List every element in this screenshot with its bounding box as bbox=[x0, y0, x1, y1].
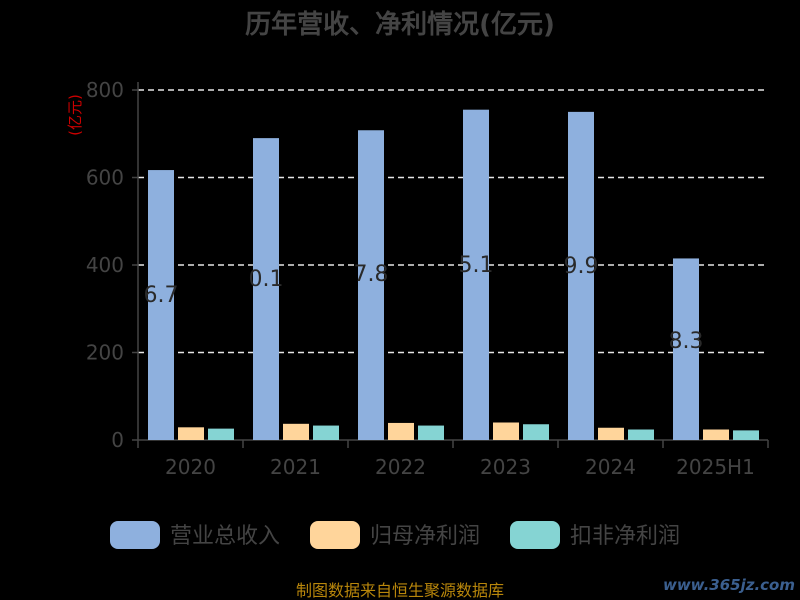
chart-title: 历年营收、净利情况(亿元) bbox=[245, 9, 555, 40]
bar-营业总收入-2022 bbox=[358, 130, 384, 440]
data-label: 5.1 bbox=[459, 253, 494, 278]
watermark: www.365jz.com bbox=[663, 576, 795, 594]
bar-归母净利润-2024 bbox=[598, 427, 624, 440]
legend-label: 营业总收入 bbox=[170, 524, 280, 549]
legend-label: 扣非净利润 bbox=[570, 524, 680, 549]
x-tick-label: 2025H1 bbox=[676, 455, 755, 479]
x-tick-label: 2023 bbox=[480, 455, 531, 479]
y-tick-label: 200 bbox=[86, 341, 124, 365]
bar-扣非净利润-2020 bbox=[208, 428, 234, 440]
data-label: 7.8 bbox=[354, 262, 389, 287]
grid-lines bbox=[132, 89, 768, 441]
axes bbox=[137, 82, 769, 448]
bar-归母净利润-2025H1 bbox=[703, 429, 729, 440]
y-tick-label: 600 bbox=[86, 166, 124, 190]
legend-swatch bbox=[110, 521, 160, 549]
bar-归母净利润-2022 bbox=[388, 422, 414, 440]
y-tick-label: 400 bbox=[86, 253, 124, 277]
bar-营业总收入-2024 bbox=[568, 111, 594, 440]
x-tick-label: 2020 bbox=[165, 455, 216, 479]
x-tick-label: 2022 bbox=[375, 455, 426, 479]
x-tick-label: 2021 bbox=[270, 455, 321, 479]
footer-source: 制图数据来自恒生聚源数据库 bbox=[296, 581, 504, 600]
data-labels: 6.7 0.1 7.8 5.1 9.9 8.3 bbox=[144, 253, 704, 354]
bar-营业总收入-2021 bbox=[253, 138, 279, 440]
legend-label: 归母净利润 bbox=[370, 524, 480, 549]
x-tick-label: 2024 bbox=[585, 455, 636, 479]
bar-营业总收入-2020 bbox=[148, 170, 174, 440]
bar-扣非净利润-2021 bbox=[313, 425, 339, 440]
bar-归母净利润-2023 bbox=[493, 422, 519, 440]
x-tick-labels: 2020 2021 2022 2023 2024 2025H1 bbox=[165, 455, 755, 479]
data-label: 8.3 bbox=[669, 329, 704, 354]
legend-swatch bbox=[310, 521, 360, 549]
bar-归母净利润-2020 bbox=[178, 427, 204, 440]
bar-扣非净利润-2023 bbox=[523, 424, 549, 440]
bar-扣非净利润-2024 bbox=[628, 429, 654, 440]
y-tick-label: 800 bbox=[86, 78, 124, 102]
bar-营业总收入-2025H1 bbox=[673, 258, 699, 440]
bar-归母净利润-2021 bbox=[283, 423, 309, 440]
bar-扣非净利润-2022 bbox=[418, 425, 444, 440]
data-label: 0.1 bbox=[249, 267, 284, 292]
bars bbox=[148, 109, 759, 440]
legend: 营业总收入 归母净利润 扣非净利润 bbox=[110, 521, 680, 549]
data-label: 9.9 bbox=[564, 254, 599, 279]
bar-营业总收入-2023 bbox=[463, 109, 489, 440]
y-tick-labels: 0 200 400 600 800 bbox=[86, 78, 124, 452]
y-axis-label: (亿元) bbox=[66, 94, 84, 136]
legend-swatch bbox=[510, 521, 560, 549]
data-label: 6.7 bbox=[144, 283, 179, 308]
y-tick-label: 0 bbox=[111, 428, 124, 452]
bar-扣非净利润-2025H1 bbox=[733, 430, 759, 440]
